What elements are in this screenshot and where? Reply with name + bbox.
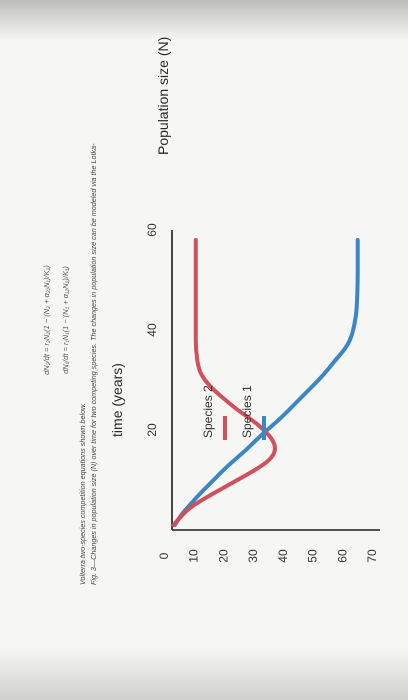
y-tick-label-5: 50 (306, 549, 320, 563)
legend: Species 1 Species 2 (201, 385, 266, 440)
y-tick-label-4: 40 (276, 549, 290, 563)
x-axis-label: time (years) (109, 363, 125, 437)
series-line-species-2 (171, 238, 278, 527)
rotated-figure: 0 10 20 30 40 50 60 70 20 40 60 Population size (N… (42, 37, 380, 585)
y-tick-label-1: 10 (187, 549, 201, 563)
x-tick-label-3: 60 (145, 223, 159, 237)
legend-label-species-2: Species 2 (201, 385, 215, 438)
y-tick-label-6: 60 (335, 549, 349, 563)
y-axis-label: Population size (N) (155, 37, 171, 155)
figure-caption-line-1: Fig. 3—Changes in population size (N) ov… (89, 143, 98, 585)
x-tick-label-2: 40 (145, 323, 159, 337)
x-tick-label-1: 20 (145, 423, 159, 437)
y-tick-label-0: 0 (157, 552, 171, 559)
equation-species-1: dN₁/dt = r₁N₁(1 − (N₁ + α₁₂N₂)/K₁) (61, 266, 70, 374)
photo-shadow-top (0, 0, 408, 40)
figure-caption-line-2: Volterra two-species competition equatio… (78, 403, 87, 585)
series-line-species-1 (172, 238, 360, 527)
equation-species-2: dN₂/dt = r₂N₂(1 − (N₂ + α₂₁N₁)/K₂) (42, 265, 51, 375)
y-tick-label-7: 70 (365, 549, 379, 563)
y-tick-label-3: 30 (246, 549, 260, 563)
legend-label-species-1: Species 1 (240, 385, 254, 438)
plot-area: 0 10 20 30 40 50 60 70 20 40 60 (145, 223, 380, 563)
y-tick-label-2: 20 (216, 549, 230, 563)
photo-shadow-bottom (0, 648, 408, 700)
